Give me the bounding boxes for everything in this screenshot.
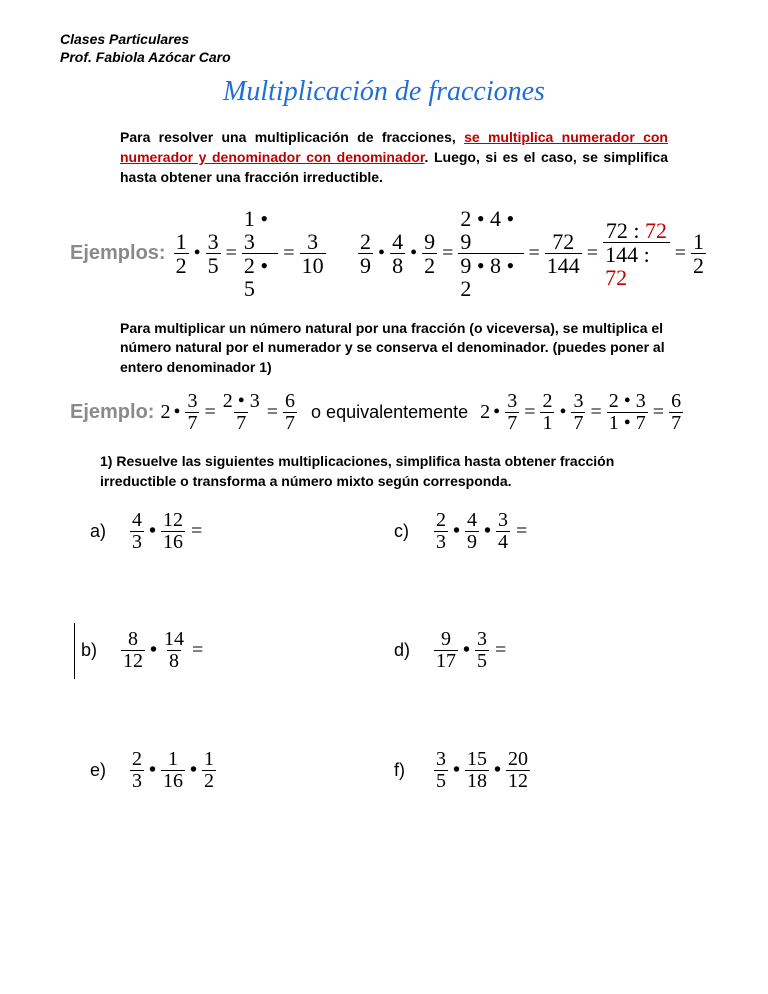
header-line-2: Prof. Fabiola Azócar Caro [60, 48, 708, 66]
example-2b: 2 • 37 = 21 • 37 = 2 • 31 • 7 = 67 [480, 391, 685, 434]
example-1b: 29 • 48 • 92 = 2 • 4 • 99 • 8 • 2 = 7214… [356, 207, 708, 300]
question-intro: 1) Resuelve las siguientes multiplicacio… [100, 452, 668, 491]
header-line-1: Clases Particulares [60, 30, 708, 48]
example-1a: 12 • 35 = 1 • 32 • 5 = 310 [172, 207, 328, 300]
paragraph-2: Para multiplicar un número natural por u… [120, 319, 668, 378]
worksheet-page: Clases Particulares Prof. Fabiola Azócar… [0, 0, 768, 852]
problem-c: c) 23 • 49 • 34 = [394, 510, 688, 553]
problem-a: a) 43 • 1216 = [90, 510, 384, 553]
examples-row-1: Ejemplos: 12 • 35 = 1 • 32 • 5 = 310 29 … [70, 207, 708, 300]
ejemplos-label: Ejemplos: [70, 242, 166, 265]
page-title: Multiplicación de fracciones [60, 76, 708, 108]
problem-e: e) 23 • 116 • 12 [90, 749, 384, 792]
intro-pre: Para resolver una multiplicación de frac… [120, 129, 464, 145]
ejemplo-label: Ejemplo: [70, 401, 154, 424]
problem-d: d) 917 • 35 = [394, 623, 688, 679]
examples-row-2: Ejemplo: 2 • 37 = 2 • 37 = 67 o equivale… [70, 391, 708, 434]
example-2a: 2 • 37 = 2 • 37 = 67 [160, 391, 299, 434]
problem-f: f) 35 • 1518 • 2012 [394, 749, 688, 792]
intro-paragraph: Para resolver una multiplicación de frac… [120, 128, 668, 187]
problem-b: b) 812 • 148 = [90, 623, 384, 679]
problems-grid: a) 43 • 1216 = c) 23 • 49 • 34 = b) 812 … [90, 510, 688, 792]
vertical-bar [74, 623, 75, 679]
equiv-label: o equivalentemente [311, 402, 468, 423]
